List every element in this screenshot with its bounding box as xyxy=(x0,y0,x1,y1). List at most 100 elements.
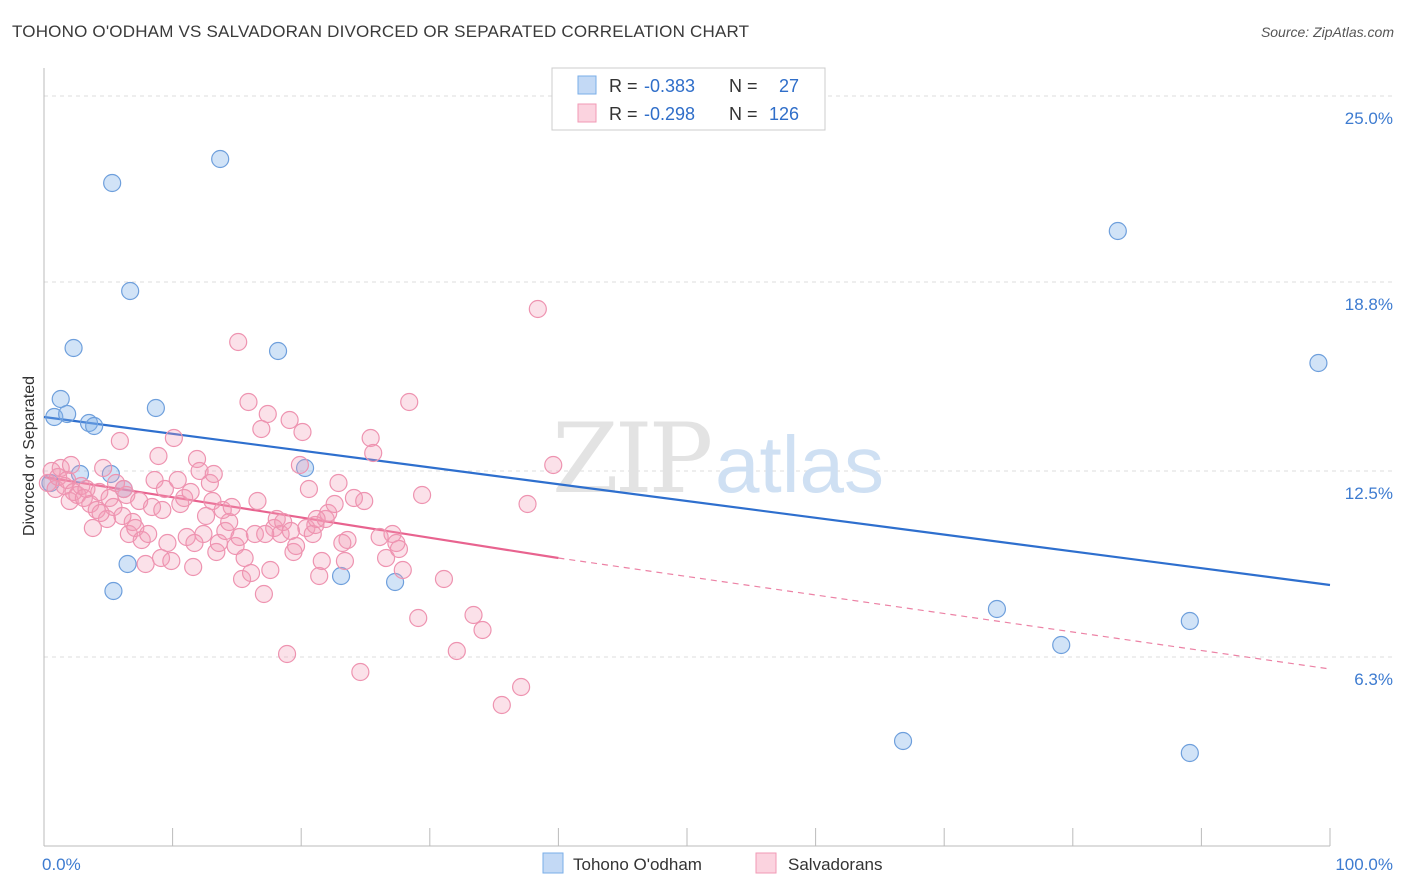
salvadoran-point xyxy=(254,584,274,604)
salvadoran-point xyxy=(190,461,209,481)
salvadoran-point xyxy=(162,551,181,571)
salvadoran-point xyxy=(110,431,129,451)
salvadoran-point xyxy=(155,479,174,499)
salvadoran-point xyxy=(306,515,325,535)
salvadoran-point xyxy=(518,494,537,514)
salvadoran-point xyxy=(114,479,133,499)
salvadoran-point xyxy=(220,512,239,532)
salvadoran-point xyxy=(200,473,219,493)
salvadoran-point xyxy=(389,539,409,559)
legend-n-value: 27 xyxy=(779,76,799,96)
watermark-zip: ZIP xyxy=(552,403,711,515)
salvadoran-point xyxy=(164,428,183,448)
chart-title: TOHONO O'ODHAM VS SALVADORAN DIVORCED OR… xyxy=(12,22,750,41)
salvadoran-point xyxy=(136,554,155,574)
salvadoran-point xyxy=(203,491,222,511)
tohono-point xyxy=(1052,635,1071,655)
tohono-trend-line xyxy=(43,415,1331,587)
legend-n-value: 126 xyxy=(769,104,799,124)
salvadoran-point xyxy=(241,563,261,583)
salvadoran-point xyxy=(281,521,301,541)
salvadoran-point xyxy=(329,473,348,493)
salvadoran-point xyxy=(290,455,310,475)
tohono-point xyxy=(146,398,165,418)
y-tick-label: 12.5% xyxy=(1345,484,1393,503)
tohono-point xyxy=(295,458,315,478)
salvadoran-point xyxy=(258,404,277,424)
salvadoran-point xyxy=(142,497,162,517)
legend-swatch-pink xyxy=(577,103,597,123)
salvadoran-point xyxy=(310,566,329,586)
legend-r-value: -0.383 xyxy=(644,76,695,96)
salvadoran-point xyxy=(434,569,454,589)
salvadoran-point xyxy=(261,560,280,580)
tohono-point xyxy=(79,413,99,433)
data-points xyxy=(38,149,1328,763)
salvadoran-point xyxy=(512,677,531,697)
salvadoran-point xyxy=(145,470,164,490)
salvadoran-point xyxy=(376,548,396,568)
salvadoran-point xyxy=(280,410,299,430)
tohono-point xyxy=(1309,353,1328,373)
y-tick-label: 6.3% xyxy=(1354,670,1393,689)
salvadoran-point xyxy=(355,491,374,511)
salvadoran-point xyxy=(204,464,223,484)
salvadoran-point xyxy=(239,392,258,412)
tohono-point xyxy=(51,389,70,409)
salvadoran-point xyxy=(464,605,483,625)
salvadoran-point xyxy=(151,548,171,568)
y-axis-label: Divorced or Separated xyxy=(21,376,38,536)
salvadoran-trend-extension xyxy=(558,557,1331,670)
x-tick-labels: 0.0% 100.0% xyxy=(42,855,1393,874)
bottom-legend-label-tohono: Tohono O'odham xyxy=(573,855,702,874)
salvadoran-point xyxy=(473,620,492,640)
tohono-point xyxy=(121,281,140,301)
salvadoran-point xyxy=(447,641,466,661)
salvadoran-point xyxy=(361,428,380,448)
tohono-point xyxy=(58,404,77,424)
tohono-point xyxy=(103,173,122,193)
salvadoran-point xyxy=(229,332,248,352)
axes xyxy=(43,68,1331,847)
salvadoran-point xyxy=(248,491,267,511)
salvadoran-point xyxy=(409,608,428,628)
salvadoran-point xyxy=(544,455,563,475)
tohono-point xyxy=(987,599,1007,619)
salvadoran-point xyxy=(277,644,297,664)
tohono-point xyxy=(1180,743,1199,763)
tohono-point xyxy=(104,581,123,601)
salvadoran-point xyxy=(94,458,113,478)
salvadoran-point xyxy=(299,479,319,499)
salvadoran-point xyxy=(149,446,168,466)
salvadoran-point xyxy=(158,533,177,553)
salvadoran-point xyxy=(235,548,254,568)
salvadoran-point xyxy=(245,524,265,544)
tohono-point xyxy=(893,731,913,751)
legend-n-label: N = xyxy=(729,104,758,124)
salvadoran-point xyxy=(312,551,331,571)
bottom-legend: Tohono O'odham Salvadorans xyxy=(542,852,883,874)
tohono-point xyxy=(64,338,83,358)
tohono-point xyxy=(1180,611,1199,631)
tohono-point xyxy=(268,341,288,361)
salvadoran-point xyxy=(230,527,249,547)
salvadoran-point xyxy=(333,533,352,553)
salvadoran-point xyxy=(256,524,275,544)
salvadoran-point xyxy=(252,419,271,439)
salvadoran-point xyxy=(83,518,102,538)
salvadoran-point xyxy=(400,392,419,412)
legend-r-value: -0.298 xyxy=(644,104,695,124)
legend-n-label: N = xyxy=(729,76,758,96)
salvadoran-point xyxy=(325,494,344,514)
salvadoran-point xyxy=(153,500,172,520)
y-tick-labels: 6.3% 12.5% 18.8% 25.0% xyxy=(1345,109,1393,689)
salvadoran-point xyxy=(168,470,187,490)
salvadoran-point xyxy=(393,560,412,580)
tohono-point xyxy=(211,149,230,169)
bottom-legend-swatch-pink xyxy=(755,852,777,874)
source-label: Source: ZipAtlas.com xyxy=(1260,24,1394,40)
salvadoran-point xyxy=(222,497,241,517)
legend-r-label: R = xyxy=(609,76,638,96)
salvadoran-point xyxy=(293,422,312,442)
